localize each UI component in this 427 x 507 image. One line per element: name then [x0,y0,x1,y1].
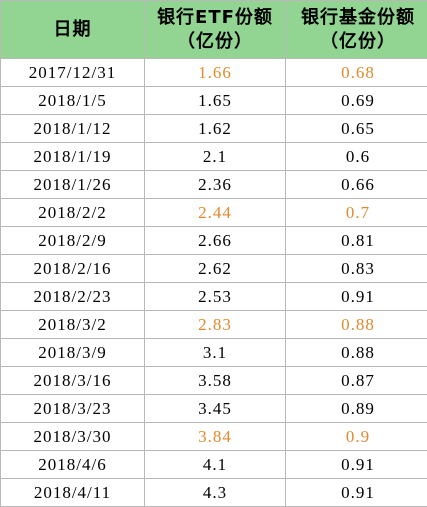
header-text: （亿份） [286,30,427,54]
table-cell: 2.83 [145,311,286,339]
table-cell: 2.53 [145,283,286,311]
table-cell: 0.91 [286,283,427,311]
table-cell: 2.62 [145,255,286,283]
table-cell: 2.66 [145,227,286,255]
table-cell: 0.66 [286,171,427,199]
table-cell: 2.44 [145,199,286,227]
table-cell: 2018/1/19 [1,143,145,171]
header-cell: 银行ETF份额（亿份） [145,1,286,59]
table-cell: 0.88 [286,339,427,367]
header-cell: 银行基金份额（亿份） [286,1,427,59]
table-cell: 2018/2/16 [1,255,145,283]
table-cell: 0.81 [286,227,427,255]
table-cell: 2017/12/31 [1,59,145,87]
table-cell: 2018/1/5 [1,87,145,115]
table-cell: 2018/1/26 [1,171,145,199]
table-cell: 3.45 [145,395,286,423]
table-cell: 0.6 [286,143,427,171]
table-cell: 1.66 [145,59,286,87]
table-cell: 0.69 [286,87,427,115]
table-cell: 2018/4/6 [1,451,145,479]
table-cell: 2018/2/9 [1,227,145,255]
table-cell: 3.58 [145,367,286,395]
table-cell: 1.65 [145,87,286,115]
table-cell: 4.1 [145,451,286,479]
table-cell: 0.89 [286,395,427,423]
table-cell: 3.1 [145,339,286,367]
table-cell: 1.62 [145,115,286,143]
table-cell: 0.7 [286,199,427,227]
table-cell: 0.9 [286,423,427,451]
table-cell: 3.84 [145,423,286,451]
table-cell: 2018/4/11 [1,479,145,507]
header-cell: 日期 [1,1,145,59]
table-cell: 2.1 [145,143,286,171]
table-cell: 0.87 [286,367,427,395]
table-cell: 2018/3/30 [1,423,145,451]
table-cell: 2018/3/23 [1,395,145,423]
table-cell: 0.88 [286,311,427,339]
table-cell: 2018/2/23 [1,283,145,311]
header-text: （亿份） [145,30,285,54]
table-cell: 0.91 [286,479,427,507]
table-cell: 2018/1/12 [1,115,145,143]
table-cell: 2018/3/9 [1,339,145,367]
header-text: 银行ETF份额 [145,6,285,30]
table-cell: 0.68 [286,59,427,87]
table-cell: 4.3 [145,479,286,507]
table-cell: 0.65 [286,115,427,143]
header-text: 银行基金份额 [286,6,427,30]
table-cell: 2018/3/16 [1,367,145,395]
table-cell: 0.91 [286,451,427,479]
header-row: 日期银行ETF份额（亿份）银行基金份额（亿份） [1,1,427,59]
table-cell: 2018/3/2 [1,311,145,339]
table-cell: 0.83 [286,255,427,283]
header-text: 日期 [1,18,144,42]
table-cell: 2.36 [145,171,286,199]
table-cell: 2018/2/2 [1,199,145,227]
